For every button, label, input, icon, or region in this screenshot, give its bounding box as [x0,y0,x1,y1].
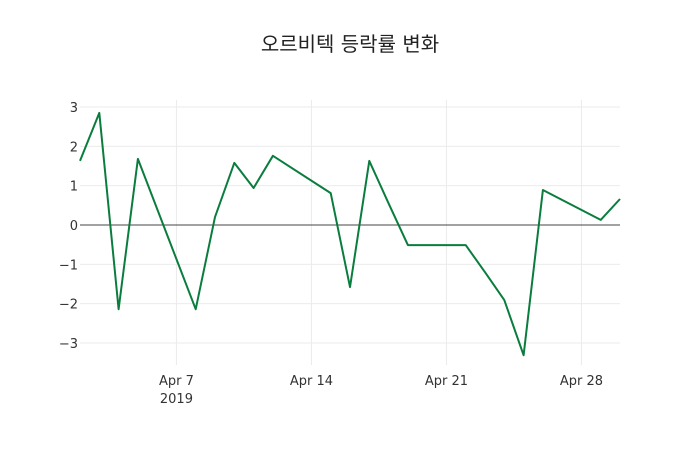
y-tick-label: 1 [70,180,78,195]
y-tick-label: −2 [59,298,78,313]
x-tick-label: Apr 14 [290,374,333,389]
series-line [79,111,621,357]
x-tick-label: Apr 21 [425,374,468,389]
x-tick-year-label: 2019 [160,392,193,407]
y-tick-label: −3 [59,337,78,352]
y-tick-label: 0 [70,219,78,234]
chart-title: 오르비텍 등락률 변화 [260,32,440,56]
x-tick-label: Apr 7 [159,374,194,389]
y-tick-label: 3 [70,101,78,116]
x-tick-label: Apr 28 [560,374,603,389]
y-tick-label: 2 [70,140,78,155]
y-tick-label: −1 [59,258,78,273]
